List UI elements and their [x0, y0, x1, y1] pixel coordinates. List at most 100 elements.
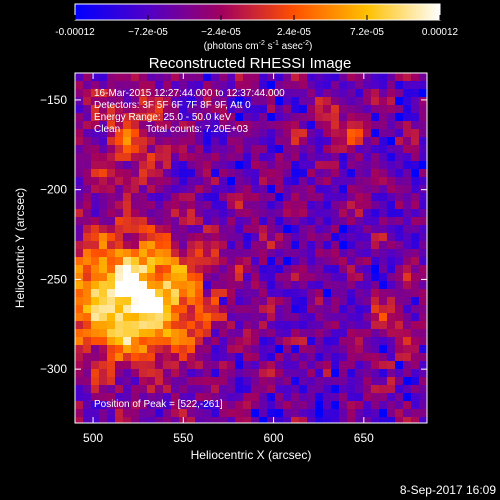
heatmap-cell — [99, 105, 107, 113]
heatmap-cell — [307, 121, 315, 129]
heatmap-cell — [419, 321, 427, 329]
heatmap-cell — [411, 169, 419, 177]
heatmap-cell — [219, 105, 227, 113]
heatmap-cell — [251, 201, 259, 209]
heatmap-cell — [243, 217, 251, 225]
heatmap-cell — [355, 185, 363, 193]
heatmap-cell — [91, 249, 99, 257]
heatmap-cell — [323, 369, 331, 377]
heatmap-cell — [171, 241, 179, 249]
heatmap-cell — [211, 329, 219, 337]
heatmap-cell — [283, 161, 291, 169]
heatmap-cell — [259, 201, 267, 209]
heatmap-cell — [387, 97, 395, 105]
heatmap-cell — [347, 385, 355, 393]
heatmap-cell — [203, 153, 211, 161]
heatmap-cell — [115, 265, 123, 273]
heatmap-cell — [163, 369, 171, 377]
heatmap-cell — [203, 265, 211, 273]
heatmap-cell — [227, 337, 235, 345]
heatmap-cell — [283, 321, 291, 329]
heatmap-cell — [267, 369, 275, 377]
heatmap-cell — [291, 393, 299, 401]
heatmap-cell — [171, 289, 179, 297]
heatmap-cell — [283, 201, 291, 209]
heatmap-cell — [219, 145, 227, 153]
heatmap-cell — [403, 81, 411, 89]
heatmap-cell — [123, 89, 131, 97]
heatmap-cell — [91, 345, 99, 353]
heatmap-cell — [187, 97, 195, 105]
heatmap-cell — [243, 297, 251, 305]
heatmap-cell — [131, 129, 139, 137]
heatmap-cell — [259, 121, 267, 129]
heatmap-cell — [387, 345, 395, 353]
heatmap-cell — [123, 249, 131, 257]
heatmap-cell — [243, 89, 251, 97]
heatmap-cell — [363, 409, 371, 417]
heatmap-cell — [323, 169, 331, 177]
heatmap-cell — [211, 153, 219, 161]
heatmap-cell — [227, 281, 235, 289]
heatmap-cell — [131, 353, 139, 361]
heatmap-cell — [379, 337, 387, 345]
heatmap-cell — [307, 209, 315, 217]
colorbar-tick-label: -0.00012 — [55, 27, 95, 38]
heatmap-cell — [131, 297, 139, 305]
heatmap-cell — [267, 137, 275, 145]
heatmap-cell — [291, 233, 299, 241]
heatmap-cell — [283, 81, 291, 89]
heatmap-cell — [251, 81, 259, 89]
heatmap-cell — [131, 385, 139, 393]
heatmap-cell — [315, 113, 323, 121]
heatmap-cell — [91, 385, 99, 393]
heatmap-cell — [251, 241, 259, 249]
heatmap-cell — [291, 73, 299, 81]
heatmap-cell — [99, 169, 107, 177]
heatmap-cell — [187, 161, 195, 169]
heatmap-cell — [147, 177, 155, 185]
heatmap-cell — [131, 345, 139, 353]
heatmap-cell — [91, 377, 99, 385]
heatmap-cell — [219, 113, 227, 121]
heatmap-cell — [163, 417, 171, 423]
heatmap-cell — [139, 225, 147, 233]
heatmap-cell — [163, 329, 171, 337]
heatmap-cell — [387, 137, 395, 145]
heatmap-cell — [291, 265, 299, 273]
heatmap-cell — [203, 289, 211, 297]
heatmap-cell — [155, 345, 163, 353]
heatmap-cell — [307, 185, 315, 193]
heatmap-cell — [155, 97, 163, 105]
heatmap-cell — [123, 153, 131, 161]
heatmap-cell — [211, 233, 219, 241]
heatmap-cell — [267, 113, 275, 121]
heatmap-cell — [283, 313, 291, 321]
heatmap-cell — [411, 121, 419, 129]
heatmap-cell — [123, 241, 131, 249]
heatmap-cell — [227, 297, 235, 305]
heatmap-cell — [355, 97, 363, 105]
heatmap-cell — [187, 201, 195, 209]
heatmap-cell — [227, 313, 235, 321]
heatmap-cell — [107, 353, 115, 361]
heatmap-cell — [243, 313, 251, 321]
heatmap-cell — [83, 409, 91, 417]
heatmap-cell — [195, 241, 203, 249]
heatmap-cell — [75, 369, 83, 377]
heatmap-cell — [387, 145, 395, 153]
heatmap-cell — [259, 297, 267, 305]
heatmap-cell — [379, 249, 387, 257]
heatmap-cell — [267, 273, 275, 281]
heatmap-cell — [171, 273, 179, 281]
heatmap-cell — [83, 73, 91, 81]
heatmap-cell — [259, 345, 267, 353]
heatmap-cell — [115, 329, 123, 337]
heatmap-cell — [267, 385, 275, 393]
annotation-algorithm: Clean — [94, 124, 120, 135]
heatmap-cell — [195, 177, 203, 185]
heatmap-cell — [83, 241, 91, 249]
heatmap-cell — [187, 377, 195, 385]
heatmap-cell — [251, 329, 259, 337]
heatmap-cell — [291, 241, 299, 249]
